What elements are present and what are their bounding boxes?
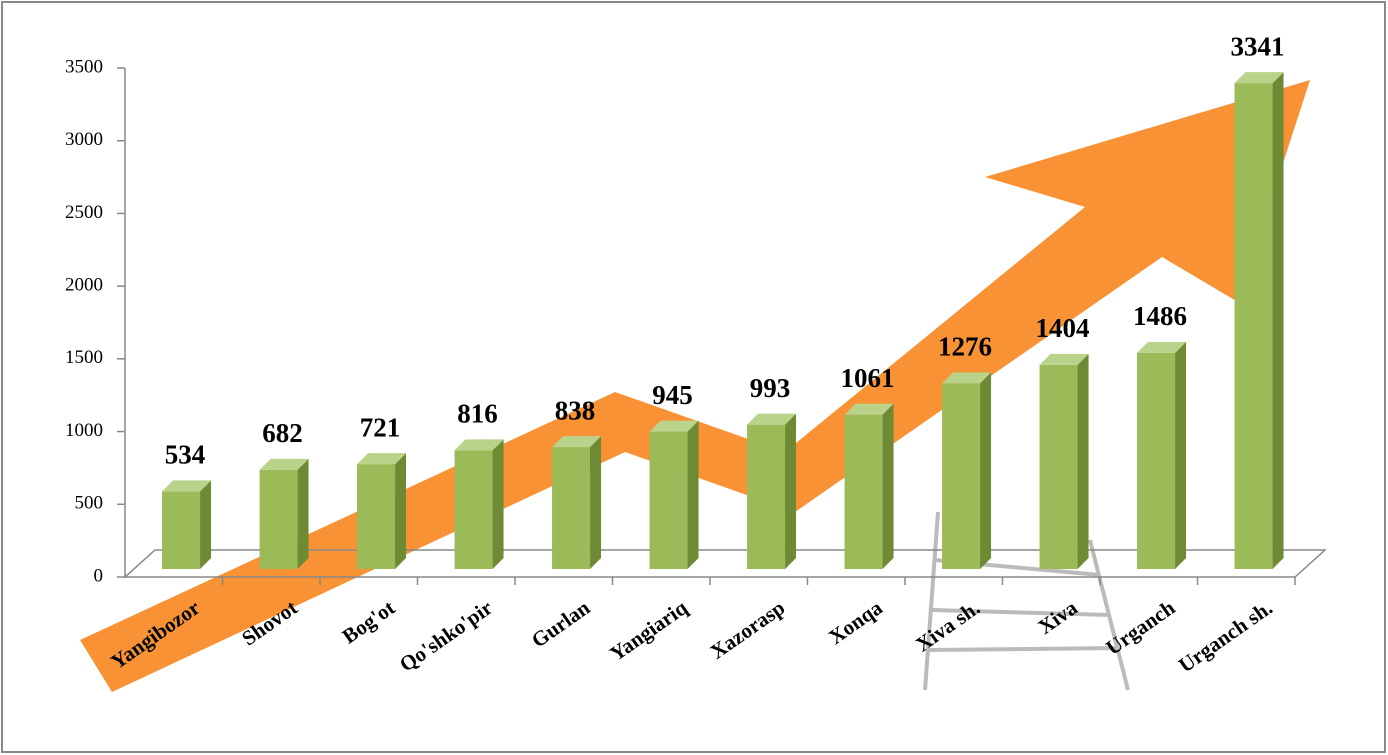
bar-side xyxy=(687,420,699,569)
bar-top xyxy=(942,372,992,384)
bar-top xyxy=(747,413,797,425)
bar xyxy=(259,458,309,569)
value-label: 534 xyxy=(165,440,206,470)
bar xyxy=(942,372,992,569)
decorative-ladder xyxy=(923,511,1130,691)
bar-top xyxy=(357,453,407,465)
y-tick-label: 2000 xyxy=(65,275,103,296)
bar-top xyxy=(552,436,602,448)
bar-front xyxy=(1234,83,1273,570)
value-label: 1486 xyxy=(1133,301,1187,331)
bar-top xyxy=(649,420,699,432)
value-label: 721 xyxy=(360,412,401,442)
bar-top xyxy=(454,439,504,451)
bar xyxy=(1137,341,1187,569)
bar-side xyxy=(980,372,992,569)
value-label: 3341 xyxy=(1231,31,1285,61)
value-label: 838 xyxy=(555,395,596,425)
bar-top xyxy=(1137,341,1187,353)
value-label: 1276 xyxy=(938,332,992,362)
bar xyxy=(649,420,699,569)
bar-top xyxy=(1039,353,1089,365)
bar-front xyxy=(357,464,396,569)
bar-front xyxy=(1137,352,1176,569)
bar-side xyxy=(882,403,894,569)
bar-front xyxy=(162,491,201,569)
bar-side xyxy=(200,480,212,569)
bar-front xyxy=(454,450,493,569)
bar-top xyxy=(162,480,212,492)
bar-side xyxy=(395,453,407,569)
bar-front xyxy=(649,431,688,569)
bar xyxy=(357,453,407,569)
value-label: 1061 xyxy=(841,363,895,393)
bar-front xyxy=(1039,364,1078,569)
bar xyxy=(552,436,602,569)
bar xyxy=(162,480,212,569)
bar-top xyxy=(1234,72,1284,84)
bar-side xyxy=(1272,72,1284,570)
bar xyxy=(844,403,894,569)
bar-top xyxy=(259,458,309,470)
bar-side xyxy=(492,439,504,569)
y-tick-label: 1000 xyxy=(65,420,103,441)
bar-side xyxy=(590,436,602,569)
bar-front xyxy=(942,383,981,569)
bar xyxy=(1039,353,1089,569)
bar-top xyxy=(844,403,894,415)
bar-side xyxy=(297,458,309,569)
bar-side xyxy=(1175,341,1187,569)
y-tick-label: 3000 xyxy=(65,129,103,150)
value-label: 816 xyxy=(457,399,498,429)
bar-side xyxy=(1077,353,1089,569)
y-tick-label: 0 xyxy=(94,565,104,586)
value-label: 945 xyxy=(652,380,693,410)
bar xyxy=(1234,72,1284,570)
bar-front xyxy=(844,414,883,569)
value-label: 993 xyxy=(750,373,791,403)
bar-front xyxy=(259,469,298,569)
y-tick-label: 500 xyxy=(75,493,104,514)
y-tick-label: 2500 xyxy=(65,202,103,223)
value-label: 682 xyxy=(262,418,303,448)
bar-front xyxy=(552,447,591,569)
bar-front xyxy=(747,424,786,569)
value-label: 1404 xyxy=(1036,313,1090,343)
bar xyxy=(747,413,797,569)
y-tick-label: 1500 xyxy=(65,347,103,368)
bar xyxy=(454,439,504,569)
y-tick-label: 3500 xyxy=(65,56,103,77)
bar-side xyxy=(785,413,797,569)
